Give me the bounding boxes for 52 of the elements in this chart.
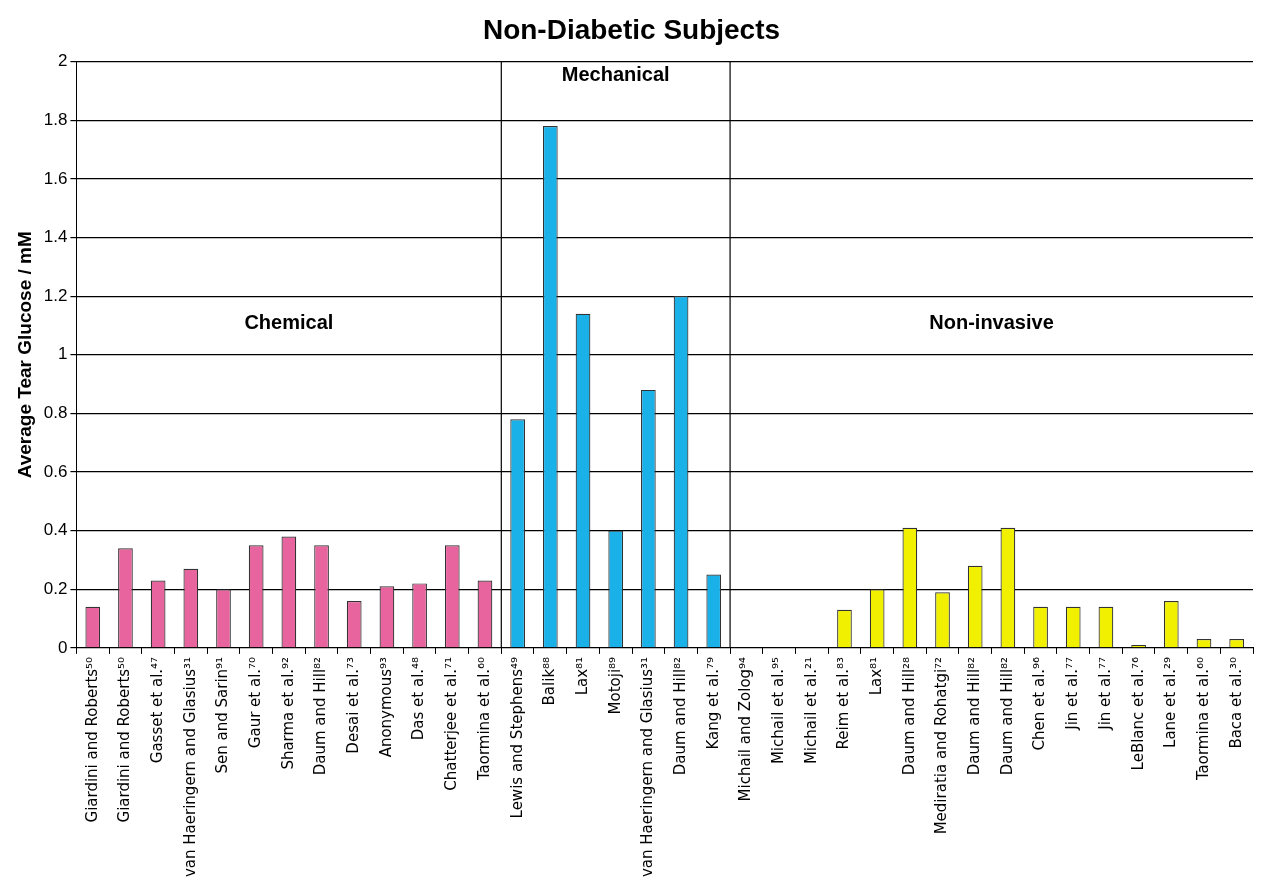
x-tick-label: Lax⁸¹: [572, 656, 591, 696]
y-tick-label: 1.4: [43, 227, 68, 247]
x-tick-label: Michail and Zolog⁹⁴: [736, 656, 755, 802]
x-tick-label: Michail et al.⁹⁵: [769, 656, 787, 765]
x-tick-label: Kang et al.⁷⁹: [703, 656, 722, 750]
x-tick-label: Desai et al.⁷³: [344, 656, 363, 754]
x-tick-label: Das et al.⁴⁸: [409, 656, 428, 741]
y-tick-label: 0: [57, 637, 68, 657]
x-tick-label: Michail et al.²¹: [801, 656, 820, 765]
y-tick-label: 1.8: [43, 109, 68, 129]
chart-title: Non-Diabetic Subjects: [482, 13, 781, 45]
x-tick-label: Giardini and Roberts⁵⁰: [82, 656, 101, 823]
y-tick-label: 0.6: [43, 461, 68, 481]
x-tick-label: van Haeringern and Glasius³¹: [180, 656, 199, 878]
x-tick-label: Gasset et al.⁴⁷: [148, 656, 167, 764]
x-tick-label: Taormina et al.⁶⁰: [474, 656, 493, 782]
y-tick-label: 0.2: [43, 578, 68, 598]
x-tick-label: Motoji⁸⁹: [605, 656, 624, 715]
x-tick-label: Anonymous⁹³: [376, 656, 395, 758]
x-tick-label: Daum and Hill⁸²: [670, 656, 689, 776]
x-tick-label: Baca et al.³⁰: [1226, 656, 1245, 749]
y-tick-label: 2: [57, 51, 68, 71]
y-tick-label: 1.6: [43, 168, 68, 188]
x-tick-label: Daum and Hill²⁸: [899, 656, 918, 776]
x-tick-label: Sharma et al.⁹²: [278, 656, 297, 770]
x-tick-label: Lane et al.²⁹: [1161, 656, 1180, 748]
y-tick-label: 1: [57, 344, 68, 364]
x-tick-label: Jin et al.⁷⁷: [1095, 656, 1114, 731]
annotation: Non-invasive: [929, 310, 1054, 333]
x-tick-label: Daum and Hill⁸²: [997, 656, 1016, 776]
annotation: Mechanical: [561, 63, 670, 86]
x-tick-label: Sen and Sarin⁹¹: [213, 656, 232, 774]
x-tick-label: Reim et al.⁸³: [834, 656, 853, 750]
annotation: Chemical: [244, 310, 334, 333]
x-tick-label: Jin et al.⁷⁷: [1063, 656, 1082, 731]
x-tick-label: Taormina et al.⁶⁰: [1193, 656, 1212, 782]
x-tick-label: Lax⁸¹: [867, 656, 886, 696]
x-tick-label: LeBlanc et al.⁷⁶: [1128, 656, 1147, 771]
y-axis-title: Average Tear Glucose / mM: [13, 231, 35, 479]
x-tick-label: Chen et al.⁹⁶: [1030, 656, 1049, 751]
x-tick-label: Chatterjee et al.⁷¹: [442, 656, 461, 791]
x-tick-label: Giardini and Roberts⁵⁰: [115, 656, 134, 823]
x-tick-label: Daum and Hill⁸²: [311, 656, 330, 776]
y-tick-label: 0.8: [43, 403, 68, 423]
x-tick-label: Daum and Hill⁸²: [965, 656, 984, 776]
x-tick-label: Balik⁸⁸: [540, 656, 559, 706]
x-tick-label: Lewis and Stephens⁴⁹: [507, 656, 526, 819]
x-tick-label: Gaur et al.⁷⁰: [246, 656, 265, 749]
y-tick-label: 0.4: [43, 520, 68, 540]
x-tick-label: van Haeringern and Glasius³¹: [638, 656, 657, 878]
x-tick-label: Mediratia and Rohatgi⁷²: [932, 656, 951, 835]
y-tick-label: 1.2: [43, 285, 68, 305]
